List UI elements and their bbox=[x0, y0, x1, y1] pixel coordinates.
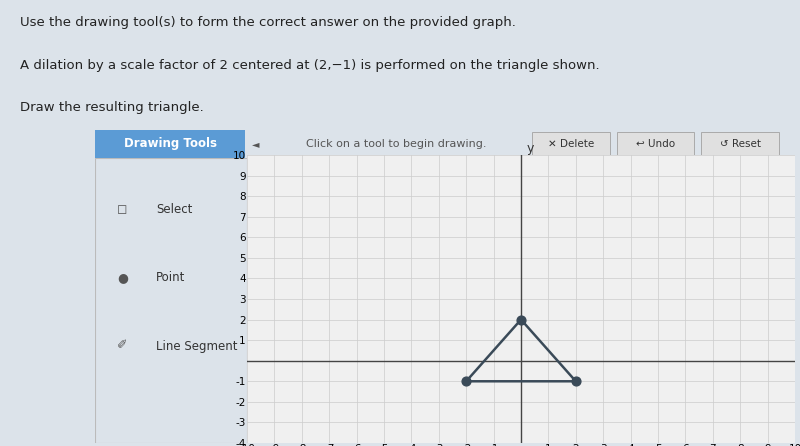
Text: ◄: ◄ bbox=[252, 139, 259, 149]
Text: ●: ● bbox=[117, 271, 128, 284]
FancyBboxPatch shape bbox=[95, 130, 245, 158]
Text: ↺ Reset: ↺ Reset bbox=[719, 139, 761, 149]
Point bbox=[514, 316, 527, 323]
Text: Select: Select bbox=[156, 203, 192, 216]
Text: y: y bbox=[527, 142, 534, 155]
FancyBboxPatch shape bbox=[617, 132, 694, 156]
Text: Draw the resulting triangle.: Draw the resulting triangle. bbox=[20, 101, 204, 115]
FancyBboxPatch shape bbox=[702, 132, 779, 156]
Text: Drawing Tools: Drawing Tools bbox=[123, 137, 217, 150]
Text: Use the drawing tool(s) to form the correct answer on the provided graph.: Use the drawing tool(s) to form the corr… bbox=[20, 16, 516, 29]
Text: Line Segment: Line Segment bbox=[156, 339, 238, 353]
Text: ✕ Delete: ✕ Delete bbox=[548, 139, 594, 149]
Text: A dilation by a scale factor of 2 centered at (2,−1) is performed on the triangl: A dilation by a scale factor of 2 center… bbox=[20, 58, 600, 71]
Point bbox=[570, 378, 582, 385]
Text: ↩ Undo: ↩ Undo bbox=[636, 139, 675, 149]
Text: ◻: ◻ bbox=[117, 203, 127, 216]
Text: ✐: ✐ bbox=[117, 339, 128, 353]
Point bbox=[460, 378, 473, 385]
FancyBboxPatch shape bbox=[532, 132, 610, 156]
Text: Click on a tool to begin drawing.: Click on a tool to begin drawing. bbox=[306, 139, 487, 149]
Text: Point: Point bbox=[156, 271, 185, 284]
